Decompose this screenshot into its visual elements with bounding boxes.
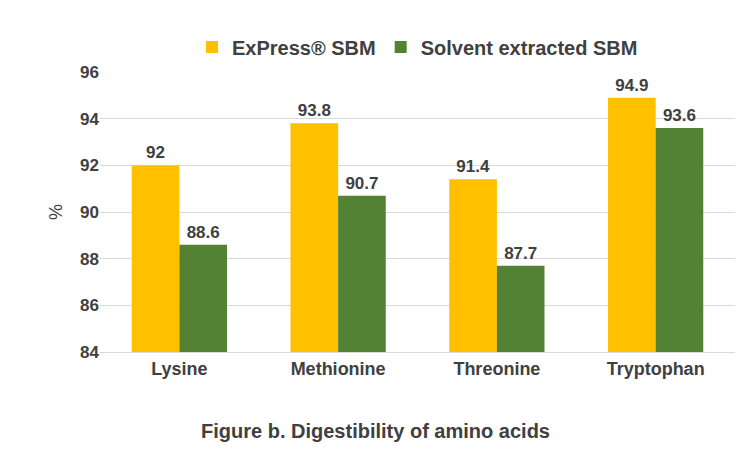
svg-text:92: 92 (146, 143, 165, 162)
svg-text:86: 86 (80, 296, 99, 315)
svg-text:93.6: 93.6 (663, 106, 696, 125)
svg-text:87.7: 87.7 (504, 244, 537, 263)
svg-text:88: 88 (80, 250, 99, 269)
svg-text:Methionine: Methionine (291, 359, 386, 379)
svg-text:ExPress® SBM: ExPress® SBM (232, 37, 376, 59)
svg-text:92: 92 (80, 156, 99, 175)
svg-text:90.7: 90.7 (345, 174, 378, 193)
svg-text:93.8: 93.8 (298, 101, 331, 120)
svg-text:88.6: 88.6 (187, 223, 220, 242)
svg-text:%: % (46, 204, 66, 220)
svg-text:90: 90 (80, 203, 99, 222)
svg-text:Solvent extracted SBM: Solvent extracted SBM (421, 37, 638, 59)
svg-text:Threonine: Threonine (453, 359, 540, 379)
svg-text:Lysine: Lysine (151, 359, 207, 379)
svg-text:94: 94 (80, 110, 99, 129)
svg-text:Figure b. Digestibility of ami: Figure b. Digestibility of amino acids (201, 420, 550, 442)
svg-text:94.9: 94.9 (615, 76, 648, 95)
svg-text:Tryptophan: Tryptophan (607, 359, 705, 379)
svg-text:96: 96 (80, 63, 99, 82)
svg-text:84: 84 (80, 343, 99, 362)
svg-text:91.4: 91.4 (456, 157, 490, 176)
